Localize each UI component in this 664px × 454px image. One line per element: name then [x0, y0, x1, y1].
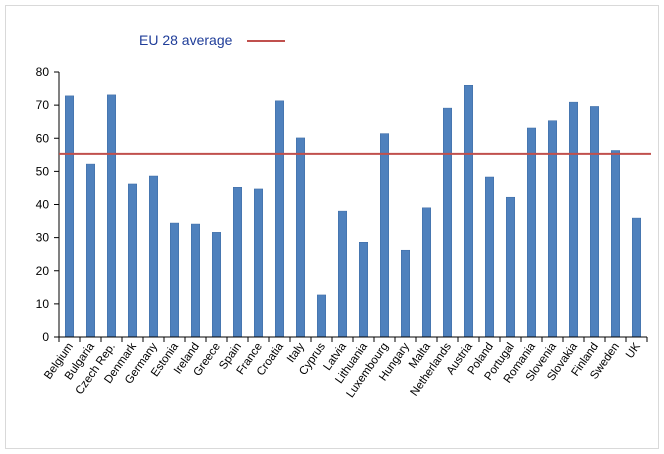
y-tick-label: 70 [36, 98, 50, 112]
chart-frame: EU 28 average 0 10 20 30 40 50 60 70 80 Belgium B… [5, 5, 659, 449]
bar-belgium [65, 95, 74, 338]
y-tick-label: 0 [42, 330, 49, 344]
x-label-uk: UK [624, 341, 643, 361]
bar-croatia [275, 100, 284, 338]
bar-romania [527, 127, 536, 338]
bar-italy [296, 137, 305, 338]
bar-netherlands [443, 107, 452, 338]
y-axis: 0 10 20 30 40 50 60 70 80 [36, 65, 60, 344]
bar-finland [590, 106, 599, 338]
bar-slovakia [569, 101, 578, 338]
bar-bulgaria [86, 163, 95, 338]
y-tick-label: 30 [36, 231, 50, 245]
bar-hungary [401, 249, 410, 338]
bar-denmark [128, 183, 137, 338]
bar-sweden [611, 150, 620, 338]
y-tick-label: 80 [36, 65, 50, 79]
bars [65, 85, 641, 338]
bar-czech-rep [107, 94, 116, 338]
y-tick-label: 10 [36, 297, 50, 311]
bar-ireland [191, 223, 200, 338]
bar-latvia [338, 210, 347, 338]
bar-malta [422, 207, 431, 338]
bar-greece [212, 232, 221, 338]
bar-poland [485, 176, 494, 338]
y-tick-label: 20 [36, 264, 50, 278]
bar-estonia [170, 222, 179, 338]
bar-austria [464, 85, 473, 338]
bar-germany [149, 175, 158, 338]
y-tick-label: 50 [36, 164, 50, 178]
bar-france [254, 188, 263, 338]
bar-chart: EU 28 average 0 10 20 30 40 50 60 70 80 BelgiumB… [36, 32, 651, 400]
bar-cyprus [317, 294, 326, 338]
bar-luxembourg [380, 133, 389, 338]
bar-uk [632, 217, 641, 338]
bar-portugal [506, 196, 515, 338]
bar-spain [233, 187, 242, 338]
legend-label-eu28-average: EU 28 average [139, 32, 233, 48]
y-tick-label: 60 [36, 131, 50, 145]
legend: EU 28 average [139, 32, 285, 48]
bar-lithuania [359, 242, 368, 338]
y-tick-label: 40 [36, 198, 50, 212]
